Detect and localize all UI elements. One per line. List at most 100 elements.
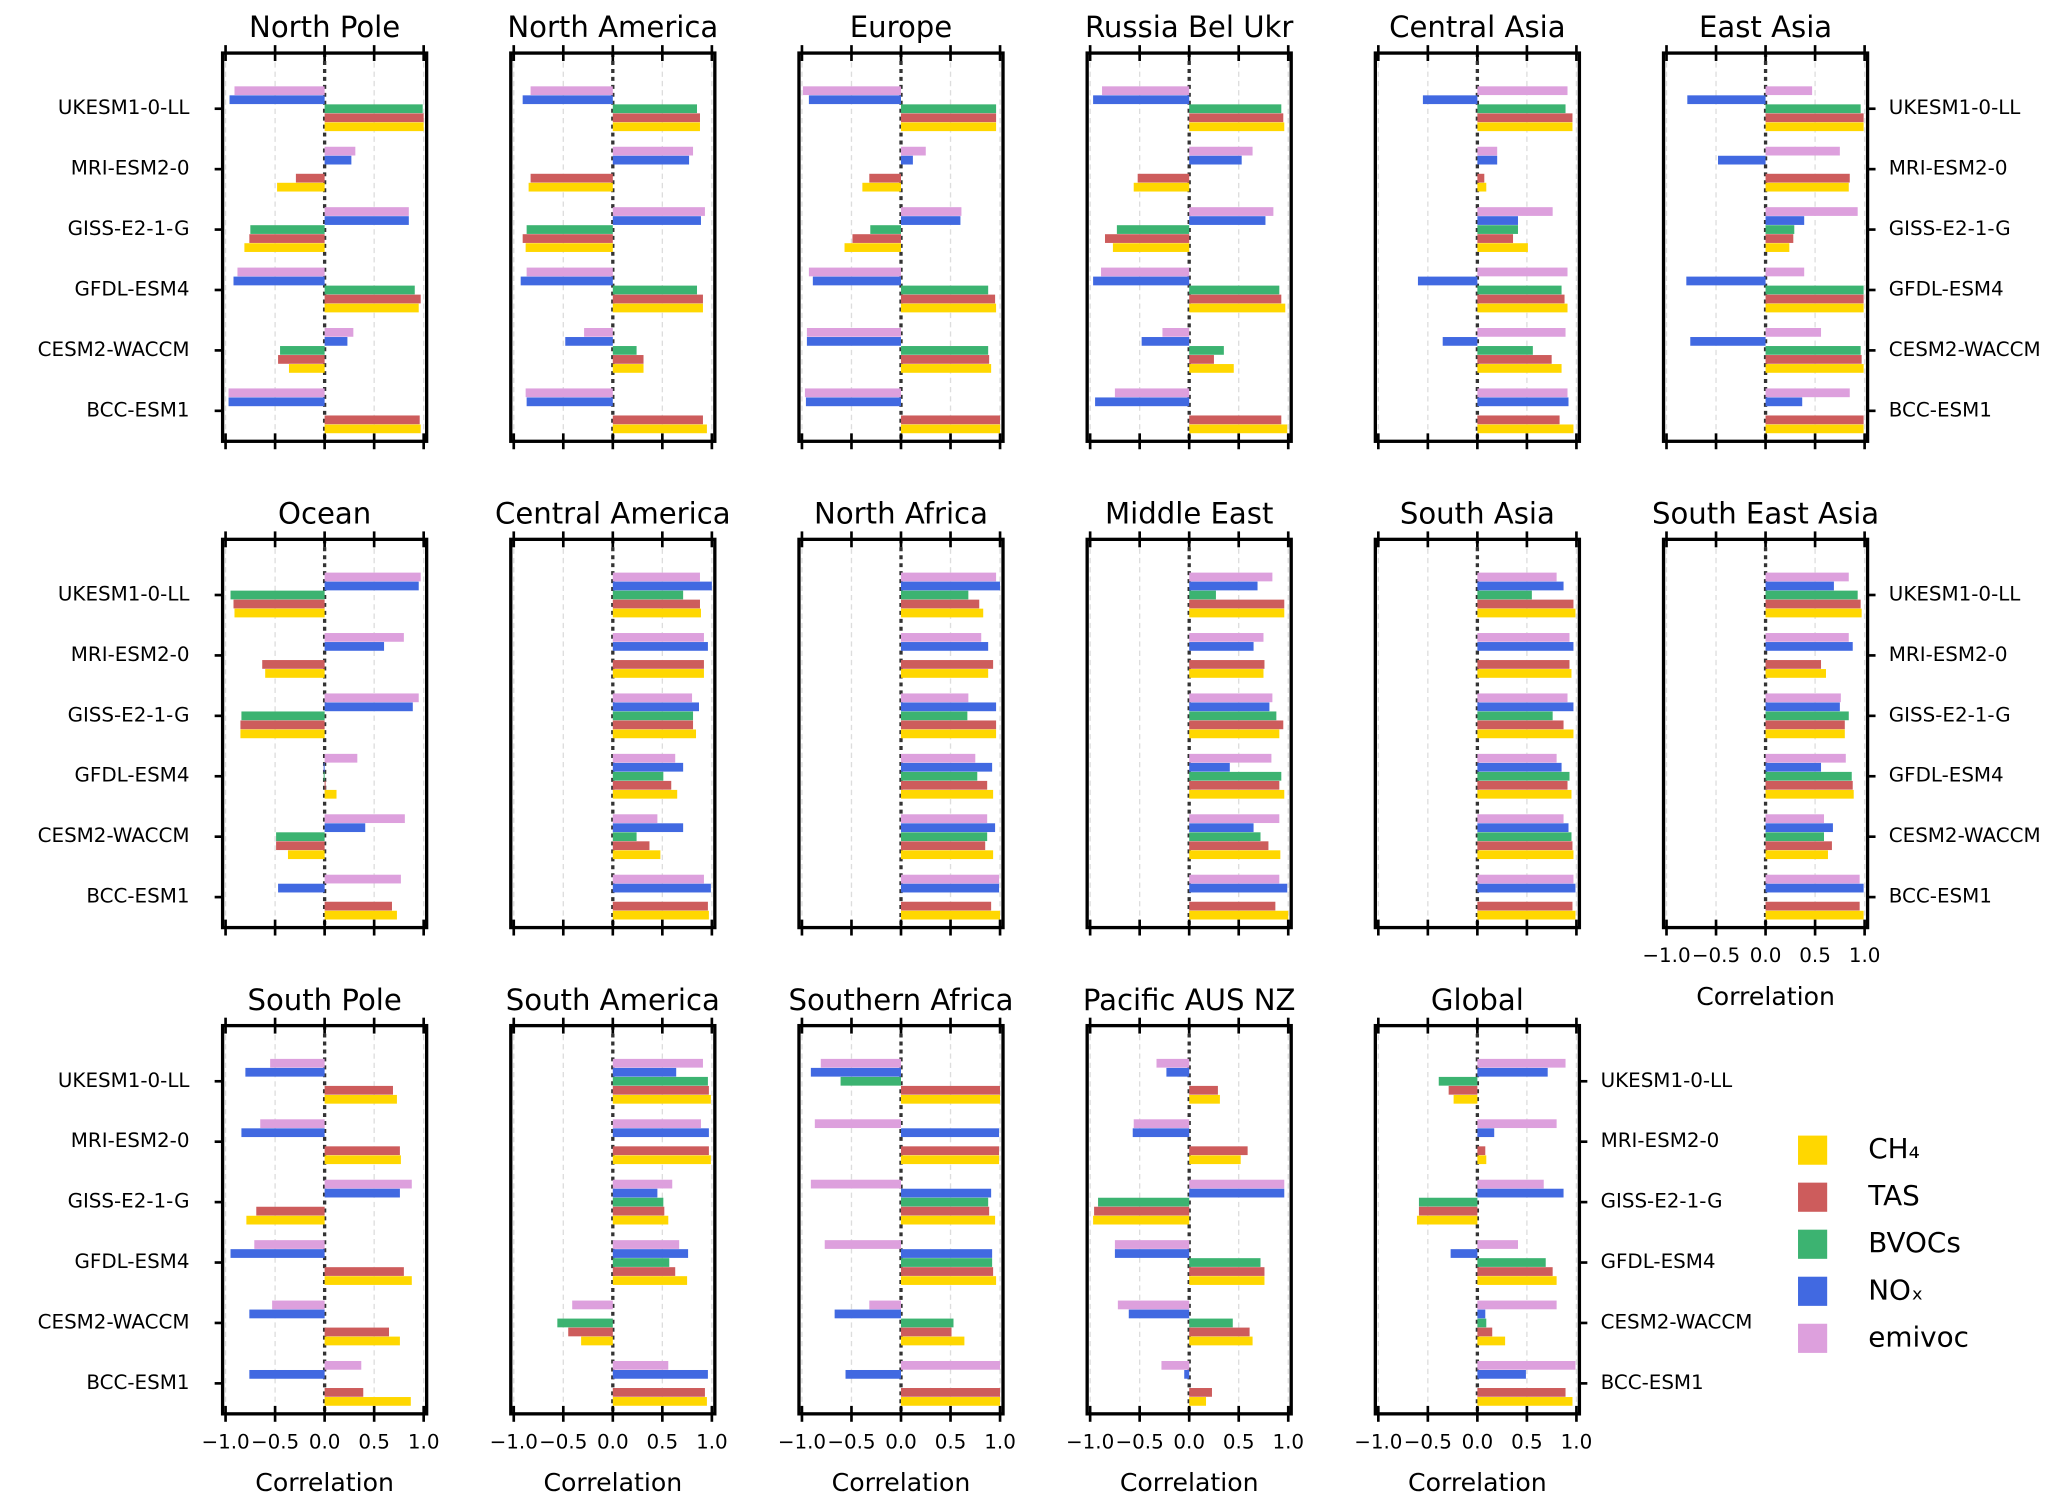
bar [1189,771,1282,781]
bar [1116,225,1190,234]
bar [804,388,901,398]
bar [272,1300,325,1310]
bar [324,155,352,165]
bar [1690,337,1766,346]
bar [901,669,989,678]
bar [1477,1067,1548,1077]
bar [806,328,901,337]
bar [230,1249,325,1258]
legend-swatch [1798,1135,1828,1165]
y-tick-label: GFDL-ESM4 [75,277,190,300]
axes-frame [509,1023,717,1416]
bar [1765,397,1803,407]
bar [901,789,994,799]
bar [1765,364,1864,373]
bar [1477,669,1572,678]
bar [1477,850,1574,860]
bar [1189,901,1276,911]
legend-label: TAS [1867,1179,1920,1212]
bar [1477,753,1557,763]
bar [229,95,325,105]
bar [901,303,997,313]
bar [1477,267,1568,277]
bar [324,1360,362,1370]
bar [1477,1397,1573,1406]
bar [612,1360,669,1370]
bar [1477,660,1570,669]
bar [1477,364,1562,373]
axes-frame [1661,537,1870,930]
bar [1477,173,1485,183]
bar [557,1318,613,1328]
y-tick-label: GISS-E2-1-G [1601,1190,1723,1213]
bar [1765,780,1853,790]
bar [612,1267,676,1276]
bar [1765,832,1825,842]
bar [1189,146,1253,156]
bar [612,669,704,678]
bar [526,267,613,277]
y-tick-label: CESM2-WACCM [1889,338,2041,361]
bar [1184,1369,1190,1379]
bar [901,1155,1000,1165]
bar [806,337,901,346]
bar [1133,182,1190,192]
bar [1765,285,1864,295]
legend-swatch [1798,1229,1828,1259]
bar [324,910,397,920]
y-tick-label: UKESM1-0-LL [58,96,190,119]
bar [530,86,613,96]
bar [1687,95,1766,105]
y-tick-label: BCC-ESM1 [86,885,189,908]
bar [324,753,358,763]
bar [1189,841,1269,851]
bar [228,388,325,398]
y-tick-label: MRI-ESM2-0 [1601,1129,1720,1152]
bar [1477,1128,1495,1138]
bar [869,1300,901,1310]
bar [1477,397,1569,407]
bar [1189,207,1274,216]
y-tick-label: MRI-ESM2-0 [71,643,190,666]
bar [1765,415,1864,425]
bar [1477,1276,1557,1285]
bar [1477,642,1574,651]
legend-label: BVOCs [1868,1226,1961,1259]
bar [1189,294,1282,304]
bar [1477,216,1518,225]
bar [1477,702,1574,712]
bar [612,590,684,600]
axes-frame [1085,51,1293,443]
panel-title: North Pole [249,10,400,44]
bar [324,780,326,790]
bar [901,155,913,165]
panel-title: North America [507,10,718,44]
x-tick-label: 1.0 [1272,1431,1304,1454]
panel-title: Russia Bel Ukr [1085,10,1293,44]
bar [901,1276,997,1285]
x-tick-label: 1.0 [1561,1431,1593,1454]
bar [812,276,901,286]
bar [324,642,385,651]
bar [324,104,423,114]
bar [1765,581,1834,591]
axes-frame [220,51,429,443]
bar [824,1240,901,1249]
bar [612,832,637,842]
x-tick-label: 0.0 [1173,1431,1205,1454]
bar [1477,234,1514,243]
bar [1765,823,1833,833]
bar [1477,633,1570,642]
bar [1477,910,1576,920]
bar [1189,1318,1233,1328]
bar [1422,95,1478,105]
bar [1114,388,1190,398]
bar [1477,104,1566,114]
y-tick-label: GISS-E2-1-G [1889,217,2011,240]
bar [1093,1215,1190,1225]
bar [814,1119,901,1129]
bar [1189,669,1264,678]
bar [237,267,325,277]
bar [901,415,1001,425]
bar [612,1276,688,1285]
